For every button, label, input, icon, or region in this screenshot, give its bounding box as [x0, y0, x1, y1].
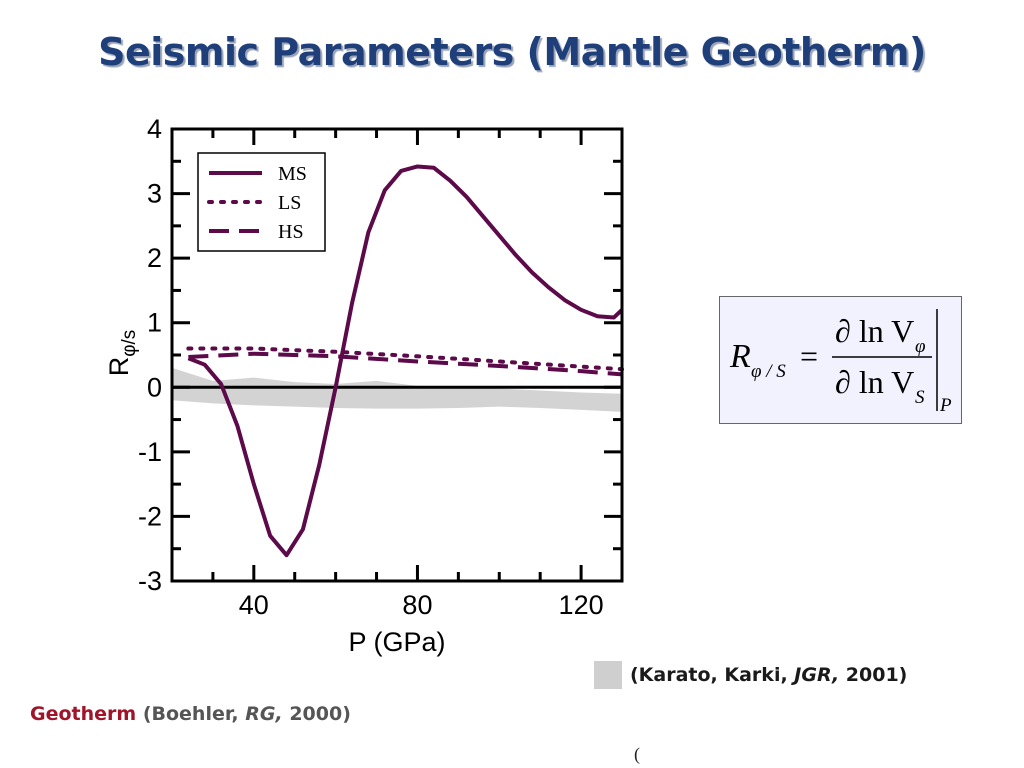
x-axis-label: P (GPa) [348, 627, 445, 657]
y-tick-label: 4 [147, 114, 162, 144]
stray-parenthesis: ( [634, 744, 640, 764]
y-tick-label: 2 [147, 243, 162, 273]
equation-denominator: ∂ ln V [835, 364, 914, 400]
reference-boehler-year: 2000) [282, 703, 351, 725]
reference-karato-year: 2001) [839, 664, 908, 686]
plot-frame [170, 127, 624, 583]
x-tick-label: 40 [239, 590, 269, 620]
equation-lhs: R [729, 338, 751, 375]
equation-lhs-subscript: φ / S [751, 361, 786, 382]
equation-numerator: ∂ ln V [835, 313, 914, 349]
reference-boehler-journal: RG, [245, 703, 283, 725]
y-tick-label: -1 [138, 437, 162, 467]
y-tick-label: 3 [147, 179, 162, 209]
series-ms-line [187, 164, 624, 558]
reference-karato-journal: JGR, [794, 664, 840, 686]
series-hs-line [188, 351, 623, 377]
legend-label-ms: MS [278, 163, 307, 185]
y-tick-label: -3 [138, 566, 162, 596]
geotherm-label: Geotherm [30, 703, 137, 725]
y-axis-label-main: R [104, 357, 134, 377]
band-legend-swatch [594, 661, 622, 689]
y-tick-label: -2 [138, 501, 162, 531]
legend-label-ls: LS [278, 192, 301, 214]
legend: MS LS HS [197, 152, 326, 252]
equation-box: R φ / S = ∂ ln V φ ∂ ln V S P [719, 296, 962, 424]
y-tick-label: 0 [147, 372, 162, 402]
series-ls-line [186, 346, 624, 372]
equation-denominator-subscript: S [915, 387, 925, 408]
y-axis-label-sub: φ/s [119, 330, 140, 357]
slide-title: Seismic Parameters (Mantle Geotherm) [98, 30, 926, 74]
equation-equals: = [800, 338, 818, 374]
evaluation-subscript: P [939, 395, 952, 416]
legend-label-hs: HS [278, 221, 304, 243]
reference-karato: (Karato, Karki, JGR, 2001) [594, 660, 907, 690]
x-tick-label: 80 [402, 590, 432, 620]
reference-karato-authors: (Karato, Karki, [630, 664, 795, 686]
geotherm-band [172, 367, 622, 412]
series-layer [186, 164, 624, 558]
x-tick-label: 120 [559, 590, 604, 620]
y-axis-label: Rφ/s [104, 330, 140, 377]
reference-boehler: Geotherm (Boehler, RG, 2000) [30, 703, 351, 725]
reference-boehler-author: (Boehler, [136, 703, 246, 725]
y-tick-label: 1 [147, 308, 162, 338]
equation-numerator-subscript: φ [915, 336, 926, 357]
geotherm-uncertainty-band [172, 367, 622, 412]
